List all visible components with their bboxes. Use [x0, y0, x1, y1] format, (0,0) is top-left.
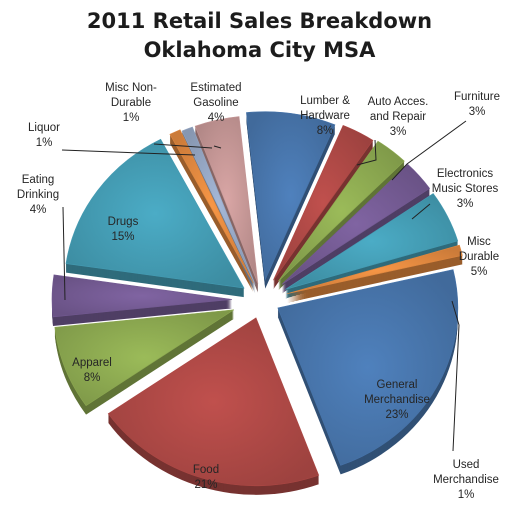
chart-title: 2011 Retail Sales Breakdown	[86, 9, 433, 33]
pie-slice	[181, 126, 256, 285]
slice-label: Drugs 15%	[108, 216, 139, 243]
slices	[51, 111, 463, 487]
pie-slice	[278, 140, 405, 282]
chart-subtitle: Oklahoma City MSA	[143, 38, 376, 62]
slice-label: Liquor 1%	[28, 122, 60, 149]
leader-line	[62, 206, 66, 301]
slice-label: Lumber & Hardware 8%	[300, 95, 350, 137]
pie-slice	[65, 138, 245, 289]
slice-label: General Merchandise 23%	[364, 379, 430, 421]
slice-label: Food 21%	[193, 464, 219, 491]
leader-line	[451, 300, 460, 452]
leader-line	[153, 143, 213, 149]
pie-slice	[281, 163, 431, 285]
slice-labels: Lumber & Hardware 8% Auto Acces. and Repair 3…	[17, 82, 500, 501]
slice-label: Eating Drinking 4%	[17, 174, 59, 216]
pie-slice	[273, 125, 374, 281]
pie-slice	[107, 317, 320, 487]
slice-label: Estimated Gasoline 4%	[190, 82, 241, 124]
leader-line	[213, 145, 222, 149]
slice-label: Auto Acces. and Repair 3%	[368, 96, 429, 138]
slice-label: Apparel 8%	[72, 357, 112, 384]
slice-label: Misc Durable 5%	[459, 236, 499, 278]
leader-line	[391, 120, 467, 181]
pie-slice	[51, 274, 233, 318]
leader-lines	[61, 120, 467, 452]
pie-slice	[277, 269, 459, 466]
pie-slice	[54, 309, 235, 407]
slice-label: Used Merchandise 1%	[433, 459, 499, 501]
pie-slice	[194, 116, 259, 284]
leader-line	[356, 139, 377, 166]
slice-label: Electronics Music Stores 3%	[432, 168, 499, 210]
leader-line	[411, 203, 431, 220]
slice-label: Furniture 3%	[454, 91, 500, 118]
leader-line	[61, 149, 196, 156]
pie-slice	[285, 193, 459, 290]
pie-slice	[287, 244, 463, 295]
slice-label: Misc Non-Durable 1%	[105, 82, 157, 124]
pie-slice	[246, 111, 336, 281]
pie-slice	[169, 129, 254, 284]
